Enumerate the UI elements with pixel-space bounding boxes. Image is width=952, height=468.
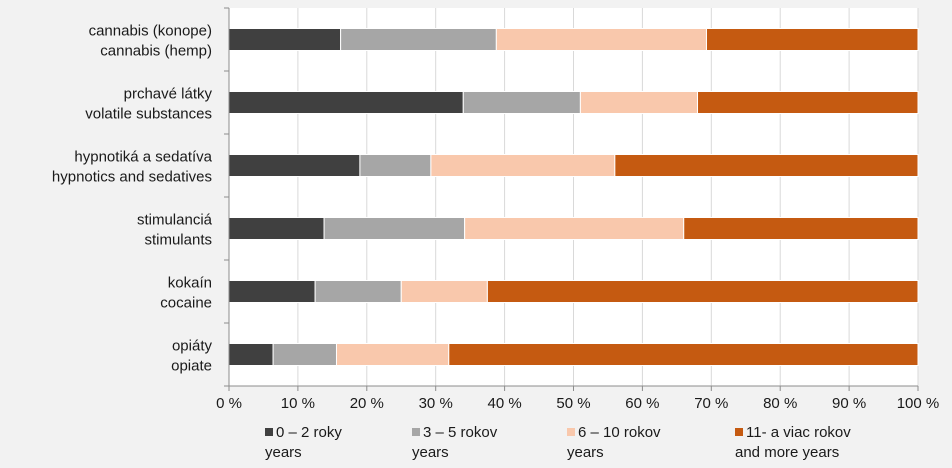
- bar-segment: [400, 280, 488, 303]
- bar-segment: [448, 343, 919, 366]
- category-label-line: kokaín: [168, 275, 212, 292]
- legend-label: 6 – 10 rokov years: [567, 424, 661, 461]
- legend-label-line: years: [567, 444, 604, 461]
- category-label-line: volatile substances: [85, 106, 212, 123]
- x-tick-label: 90 %: [832, 395, 866, 412]
- category-label-line: stimulanciá: [137, 212, 213, 229]
- legend-label: 3 – 5 rokov years: [412, 424, 498, 461]
- legend-label-line: years: [412, 444, 449, 461]
- x-tick-label: 30 %: [419, 395, 453, 412]
- x-tick-label: 100 %: [897, 395, 940, 412]
- bar-segment: [340, 28, 497, 51]
- bars: [228, 28, 919, 366]
- legend-label-line: 6 – 10 rokov: [578, 424, 661, 441]
- x-tick-label: 0 %: [216, 395, 242, 412]
- bar-segment: [579, 91, 699, 114]
- legend-label: 11- a viac rokov and more years: [735, 424, 851, 461]
- category-label-line: cannabis (konope): [89, 23, 212, 40]
- bar-segment: [614, 154, 919, 177]
- x-tick-labels: 0 % 10 % 20 % 30 % 40 % 50 % 60 % 70 % 80 % 90 % 1…: [216, 395, 939, 412]
- x-tick-label: 10 %: [281, 395, 315, 412]
- category-label-line: prchavé látky: [124, 86, 213, 103]
- legend-label-line: 0 – 2 roky: [276, 424, 342, 441]
- x-tick-label: 60 %: [625, 395, 659, 412]
- bar-segment: [228, 28, 342, 51]
- bar-segment: [323, 217, 466, 240]
- legend-swatch: [265, 428, 273, 436]
- category-label: hypnotiká a sedatíva hypnotics and sedati…: [52, 149, 213, 186]
- bar-segment: [272, 343, 337, 366]
- bar-segment: [430, 154, 616, 177]
- category-label-line: cocaine: [160, 295, 212, 312]
- bar-segment: [683, 217, 919, 240]
- legend-swatch: [735, 428, 743, 436]
- category-label: stimulanciá stimulants: [137, 212, 213, 249]
- grid-lines: [297, 8, 919, 386]
- legend-label-line: years: [265, 444, 302, 461]
- bar-segment: [705, 28, 919, 51]
- bar-segment: [486, 280, 919, 303]
- category-label: opiáty opiate: [171, 338, 212, 375]
- category-label-line: cannabis (hemp): [100, 43, 212, 60]
- category-label-line: hypnotics and sedatives: [52, 169, 212, 186]
- category-labels: cannabis (konope) cannabis (hemp) prchavé …: [52, 23, 213, 375]
- x-tick-label: 80 %: [763, 395, 797, 412]
- bar-segment: [228, 280, 316, 303]
- bar-segment: [228, 343, 274, 366]
- bar-segment: [228, 217, 325, 240]
- legend-label-line: 11- a viac rokov: [746, 424, 851, 441]
- bar-segment: [314, 280, 402, 303]
- category-label: prchavé látky volatile substances: [85, 86, 212, 123]
- bar-segment: [228, 154, 361, 177]
- x-tick-label: 70 %: [694, 395, 728, 412]
- bar-segment: [495, 28, 707, 51]
- bar-segment: [462, 91, 581, 114]
- legend-label-line: and more years: [735, 444, 839, 461]
- legend-label: 0 – 2 roky years: [265, 424, 342, 461]
- legend-swatch: [412, 428, 420, 436]
- category-label-line: stimulants: [144, 232, 212, 249]
- category-label-line: opiáty: [172, 338, 213, 355]
- bar-segment: [697, 91, 919, 114]
- legend-swatch: [567, 428, 575, 436]
- bar-segment: [359, 154, 432, 177]
- bar-segment: [335, 343, 450, 366]
- category-label-line: opiate: [171, 358, 212, 375]
- bar-segment: [464, 217, 685, 240]
- axes: [224, 7, 919, 391]
- x-tick-label: 20 %: [350, 395, 384, 412]
- x-tick-label: 50 %: [556, 395, 590, 412]
- bar-segment: [228, 91, 464, 114]
- legend-label-line: 3 – 5 rokov: [423, 424, 498, 441]
- category-label: kokaín cocaine: [160, 275, 212, 312]
- category-label: cannabis (konope) cannabis (hemp): [89, 23, 212, 60]
- x-tick-label: 40 %: [487, 395, 521, 412]
- category-label-line: hypnotiká a sedatíva: [74, 149, 212, 166]
